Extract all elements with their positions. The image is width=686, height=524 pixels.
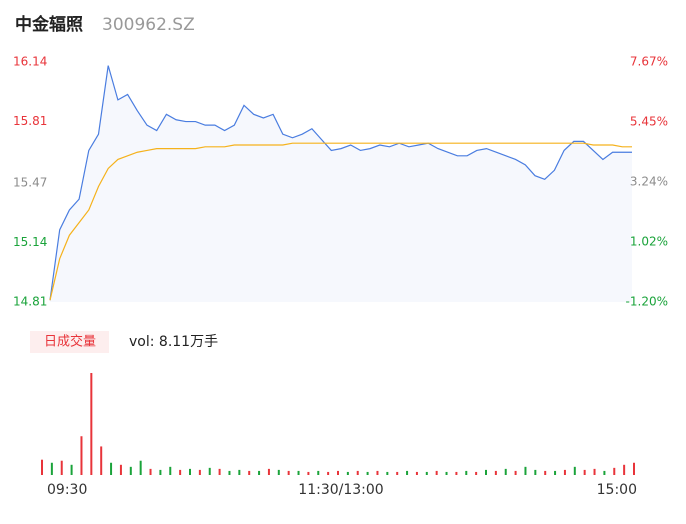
volume-bar [189, 468, 191, 475]
volume-bar [327, 471, 330, 475]
volume-bar [119, 464, 122, 475]
volume-bar [179, 469, 182, 475]
volume-bar [475, 471, 478, 475]
volume-bar [386, 471, 389, 475]
price-area [50, 65, 632, 302]
volume-bar [287, 470, 290, 475]
volume-bar [129, 466, 132, 475]
volume-bar [366, 471, 369, 475]
volume-label: 日成交量 [44, 334, 96, 350]
volume-bar [317, 470, 320, 475]
y-tick-label: 15.14 [13, 235, 47, 249]
volume-bar [406, 470, 409, 475]
volume-bar [583, 469, 586, 475]
volume-bar [60, 460, 63, 475]
volume-bar [307, 471, 310, 475]
volume-bar [554, 470, 557, 475]
volume-bar [514, 470, 517, 475]
stock-name: 中金辐照 [15, 14, 83, 35]
volume-bar [169, 466, 172, 475]
volume-bar [346, 471, 349, 475]
volume-bar [297, 470, 300, 475]
volume-bar [534, 469, 537, 475]
y-tick-label: 14.81 [13, 295, 47, 309]
x-tick-label: 09:30 [47, 482, 87, 498]
volume-bar [198, 469, 201, 475]
volume-bar [396, 471, 399, 475]
volume-bar [90, 373, 93, 475]
volume-bar [593, 468, 596, 475]
y-tick-label: 16.14 [13, 55, 47, 69]
volume-bar [485, 469, 487, 475]
volume-bar [110, 462, 113, 475]
volume-bar [573, 466, 576, 475]
volume-bar [70, 464, 73, 475]
volume-bar [218, 468, 221, 475]
volume-bar [415, 471, 418, 475]
volume-bar [455, 471, 458, 475]
volume-bar [445, 471, 448, 475]
volume-bar [544, 470, 547, 475]
volume-bar [50, 462, 53, 475]
volume-bar [258, 470, 261, 475]
y-tick-label: 15.47 [13, 175, 47, 189]
volume-bar [159, 469, 162, 475]
volume-bar [435, 470, 438, 475]
volume-bar [425, 471, 428, 475]
volume-bar [267, 468, 270, 475]
volume-bar [277, 469, 280, 475]
y2-tick-label: -1.20% [626, 295, 668, 309]
y-tick-label: 15.81 [13, 114, 47, 128]
volume-bar [337, 470, 339, 475]
volume-bar [524, 466, 527, 475]
volume-bar [149, 468, 152, 475]
volume-bar [465, 470, 468, 475]
volume-bar [504, 468, 507, 475]
volume-bar [228, 470, 231, 475]
volume-bar [248, 470, 251, 475]
volume-bar [41, 459, 43, 475]
volume-bar [139, 460, 142, 475]
x-tick-label: 15:00 [597, 482, 637, 498]
y2-tick-label: 5.45% [630, 115, 668, 129]
volume-bar [613, 467, 616, 475]
price-line [49, 65, 632, 301]
volume-summary: vol: 8.11万手 [129, 334, 218, 350]
volume-bar [494, 470, 497, 475]
volume-bar [633, 462, 635, 475]
y2-tick-label: 1.02% [630, 234, 668, 248]
volume-bar [623, 464, 626, 475]
volume-bar [238, 469, 241, 475]
x-tick-label: 11:30/13:00 [298, 482, 383, 498]
y2-tick-label: 3.24% [630, 174, 668, 188]
volume-bar [356, 470, 359, 475]
volume-bar [563, 469, 566, 475]
y2-tick-label: 7.67% [630, 55, 668, 69]
stock-code: 300962.SZ [102, 15, 195, 35]
volume-bar [603, 470, 606, 475]
volume-bar [376, 470, 379, 475]
volume-label-bg [30, 331, 109, 353]
volume-bar [208, 467, 211, 475]
volume-bar [100, 446, 103, 475]
price-line [49, 142, 632, 301]
volume-bar [80, 436, 83, 475]
